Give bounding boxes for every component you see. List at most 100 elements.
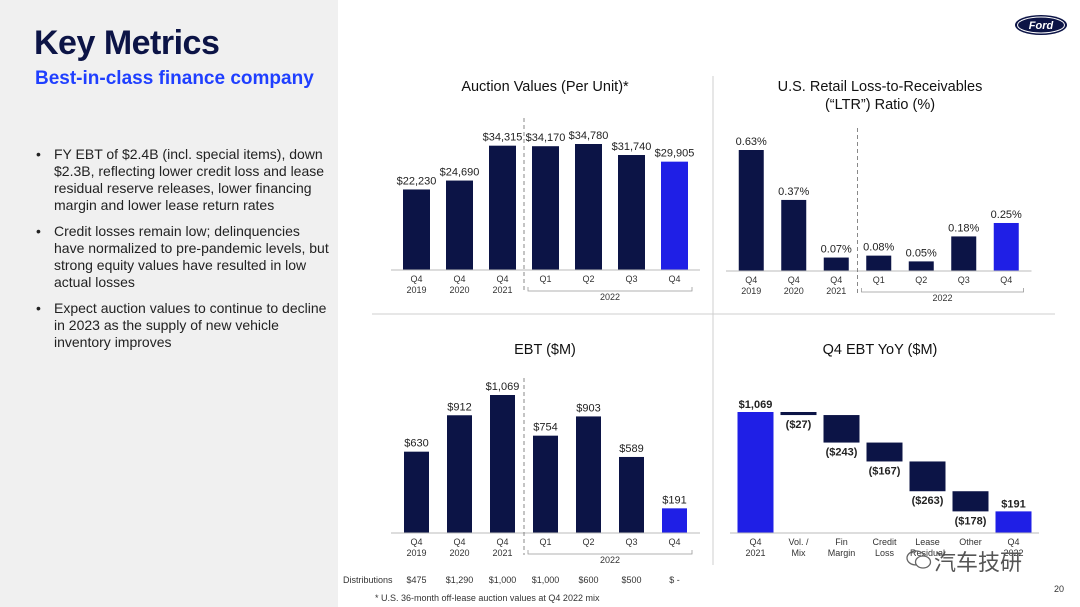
distribution-value: $600 [578, 575, 598, 585]
data-label: $589 [619, 443, 643, 455]
bullet-list: FY EBT of $2.4B (incl. special items), d… [36, 146, 331, 360]
watermark-text: 汽车技研 [934, 550, 1023, 575]
bar [533, 435, 558, 533]
ebt-chart: $630Q42019$912Q42020$1,069Q42021$754Q1$9… [391, 378, 700, 585]
waterfall-bar [866, 442, 903, 462]
group-label: 2022 [600, 292, 620, 302]
distribution-value: $1,290 [446, 575, 474, 585]
category-label: Q4 [830, 275, 842, 285]
category-label: Q4 [1000, 275, 1012, 285]
data-label: ($263) [912, 495, 944, 507]
category-label: Q2 [915, 275, 927, 285]
category-label: 2021 [492, 285, 512, 295]
data-label: $22,230 [397, 175, 437, 187]
category-label: Mix [792, 548, 806, 558]
waterfall-bar [909, 461, 946, 492]
data-label: 0.05% [906, 247, 937, 259]
category-label: Q4 [410, 537, 422, 547]
category-label: Q1 [539, 537, 551, 547]
bar [781, 199, 807, 271]
data-label: $1,069 [486, 381, 520, 393]
category-label: Q4 [1007, 537, 1019, 547]
data-label: $34,315 [483, 132, 523, 144]
category-label: Q1 [873, 275, 885, 285]
data-label: ($27) [786, 419, 812, 431]
category-label: Lease [915, 537, 940, 547]
category-label: Other [959, 537, 982, 547]
data-label: $191 [662, 494, 686, 506]
waterfall-bar [780, 412, 817, 416]
svg-text:Ford: Ford [1029, 20, 1054, 32]
chart-title-ebt: EBT ($M) [514, 342, 576, 358]
chart-title-auction: Auction Values (Per Unit)* [461, 79, 629, 95]
data-label: 0.08% [863, 242, 894, 254]
bar [866, 255, 892, 271]
data-label: $903 [576, 402, 600, 414]
data-label: $630 [404, 438, 428, 450]
bar [576, 416, 601, 533]
wechat-icon [906, 550, 932, 569]
data-label: $754 [533, 422, 557, 434]
auction-values-chart: $22,230Q42019$24,690Q42020$34,315Q42021$… [391, 118, 700, 302]
category-label: Q4 [410, 274, 422, 284]
distribution-value: $1,000 [532, 575, 560, 585]
chart-title-ebt-yoy: Q4 EBT YoY ($M) [822, 342, 938, 358]
data-label: $191 [1001, 498, 1025, 510]
data-label: 0.25% [991, 209, 1022, 221]
page-number: 20 [1054, 584, 1065, 594]
category-label: Q3 [625, 537, 637, 547]
category-label: 2019 [741, 286, 761, 296]
distribution-value: $ - [669, 575, 680, 585]
bar [575, 144, 602, 270]
category-label: Q4 [749, 537, 761, 547]
bar [532, 146, 559, 270]
bar [404, 451, 429, 533]
bar [951, 236, 977, 271]
data-label: 0.37% [778, 186, 809, 198]
distribution-value: $1,000 [489, 575, 517, 585]
bullet-item: FY EBT of $2.4B (incl. special items), d… [36, 146, 331, 214]
category-label: Q4 [668, 537, 680, 547]
category-label: 2021 [745, 548, 765, 558]
bar [490, 395, 515, 533]
data-label: $1,069 [739, 399, 773, 411]
category-label: 2019 [406, 548, 426, 558]
category-label: Q2 [582, 537, 594, 547]
category-label: Fin [835, 537, 848, 547]
waterfall-bar [952, 491, 989, 512]
category-label: Q3 [958, 275, 970, 285]
bar [619, 456, 644, 533]
category-label: Q4 [668, 274, 680, 284]
group-bracket [527, 287, 693, 292]
bar [993, 222, 1019, 271]
bar [618, 155, 645, 270]
page-subtitle: Best-in-class finance company [35, 68, 314, 89]
category-label: Margin [828, 548, 856, 558]
bar [662, 508, 687, 533]
waterfall-bar [995, 511, 1032, 533]
bar [446, 180, 473, 270]
category-label: Credit [872, 537, 897, 547]
page-title: Key Metrics [34, 24, 220, 62]
distribution-value: $500 [621, 575, 641, 585]
category-label: Q4 [745, 275, 757, 285]
bullet-item: Expect auction values to continue to dec… [36, 300, 331, 351]
category-label: Q4 [453, 274, 465, 284]
data-label: 0.07% [821, 244, 852, 256]
data-label: $34,780 [569, 130, 609, 142]
data-label: $34,170 [526, 132, 566, 144]
category-label: Q4 [496, 274, 508, 284]
category-label: Q2 [582, 274, 594, 284]
category-label: Q1 [539, 274, 551, 284]
bar [489, 145, 516, 270]
bar [447, 415, 472, 533]
waterfall-bar [823, 415, 860, 443]
category-label: 2020 [784, 286, 804, 296]
bar [738, 150, 764, 271]
distributions-label: Distributions [343, 575, 393, 585]
data-label: 0.18% [948, 222, 979, 234]
distribution-value: $475 [406, 575, 426, 585]
category-label: Residual [910, 548, 945, 558]
footnote: * U.S. 36-month off-lease auction values… [375, 593, 600, 603]
